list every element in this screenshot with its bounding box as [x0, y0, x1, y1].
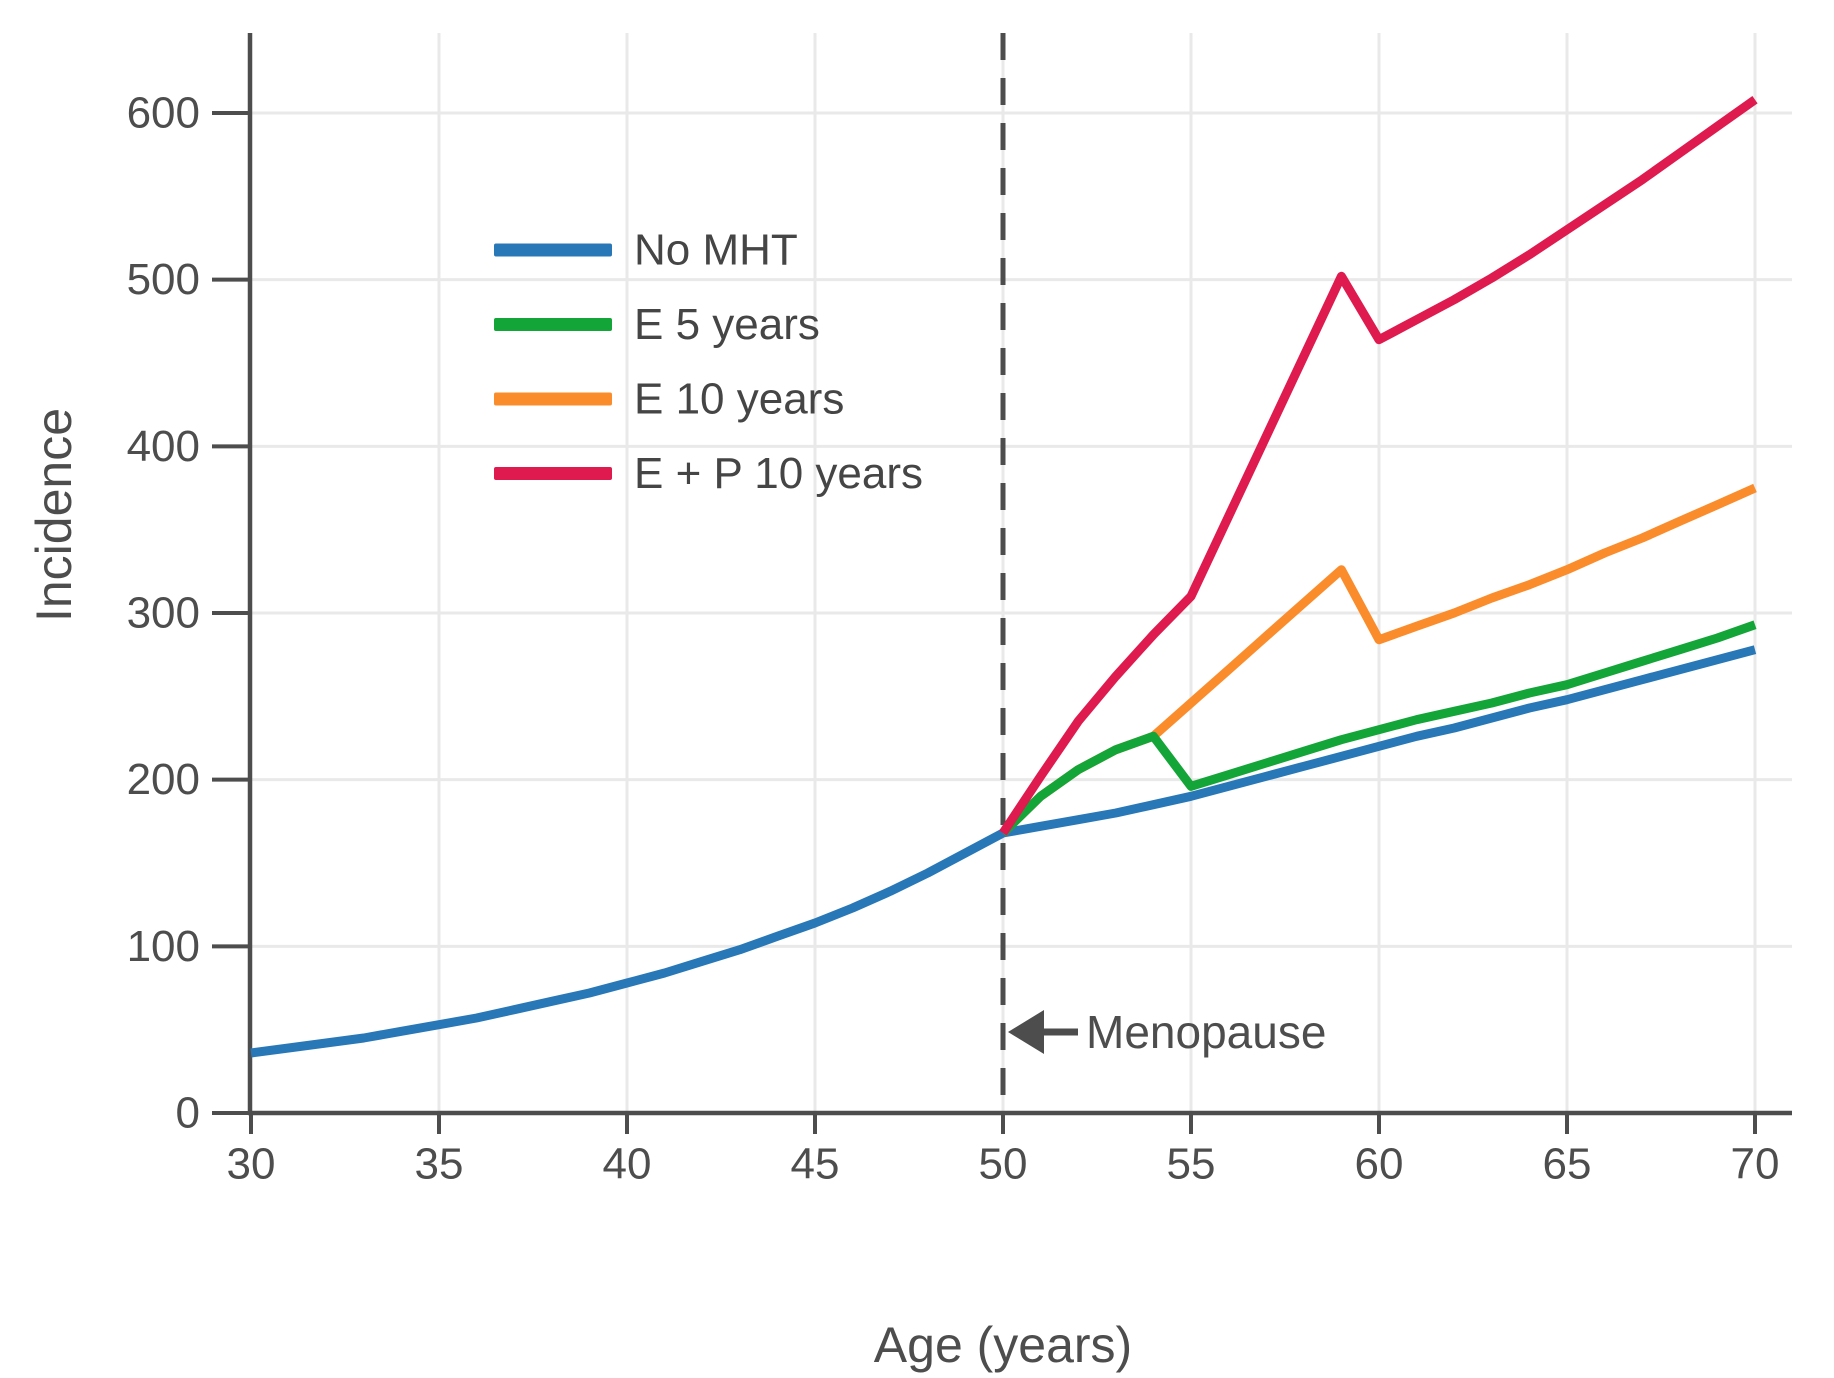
x-tick-label: 30 — [227, 1140, 276, 1189]
x-tick-label: 55 — [1167, 1140, 1216, 1189]
gridlines — [250, 33, 1792, 1113]
series-line-e-p-10-years — [999, 96, 1758, 836]
legend-item: E + P 10 years — [494, 449, 923, 498]
left-arrow-icon — [1008, 1010, 1044, 1054]
x-tick-label: 70 — [1731, 1140, 1780, 1189]
legend-swatch — [494, 392, 612, 406]
legend-label: No MHT — [634, 226, 798, 275]
y-tick-label: 200 — [127, 755, 200, 804]
menopause-label: Menopause — [1086, 1006, 1326, 1058]
y-tick-label: 400 — [127, 422, 200, 471]
annotations: Menopause — [1008, 1006, 1326, 1058]
legend-item: E 10 years — [494, 375, 844, 424]
x-tick-label: 60 — [1355, 1140, 1404, 1189]
series-lines — [250, 96, 1758, 1058]
legend-label: E 10 years — [634, 375, 844, 424]
y-axis-title: Incidence — [26, 408, 82, 622]
legend-item: No MHT — [494, 226, 798, 275]
x-tick-label: 65 — [1543, 1140, 1592, 1189]
x-tick-label: 50 — [979, 1140, 1028, 1189]
legend-item: E 5 years — [494, 300, 820, 349]
x-tick-label: 45 — [791, 1140, 840, 1189]
y-tick-label: 0 — [176, 1089, 200, 1138]
x-tick-label: 35 — [415, 1140, 464, 1189]
x-axis-title: Age (years) — [874, 1317, 1132, 1373]
legend-swatch — [494, 243, 612, 257]
y-tick-label: 300 — [127, 589, 200, 638]
y-tick-label: 100 — [127, 922, 200, 971]
legend-swatch — [494, 318, 612, 331]
legend-label: E + P 10 years — [634, 449, 923, 498]
legend-swatch — [494, 467, 612, 480]
axis-labels: Age (years) Incidence — [26, 408, 1132, 1373]
legend-label: E 5 years — [634, 300, 820, 349]
y-tick-label: 600 — [127, 89, 200, 138]
axes: 30 35 40 45 50 55 60 65 70 0 100 200 300 400 500 600 — [127, 33, 1792, 1189]
x-tick-label: 40 — [603, 1140, 652, 1189]
legend: No MHT E 5 years E 10 years E + P 10 years — [494, 226, 923, 498]
y-tick-label: 500 — [127, 255, 200, 304]
series-line-e-5-years — [999, 620, 1757, 837]
